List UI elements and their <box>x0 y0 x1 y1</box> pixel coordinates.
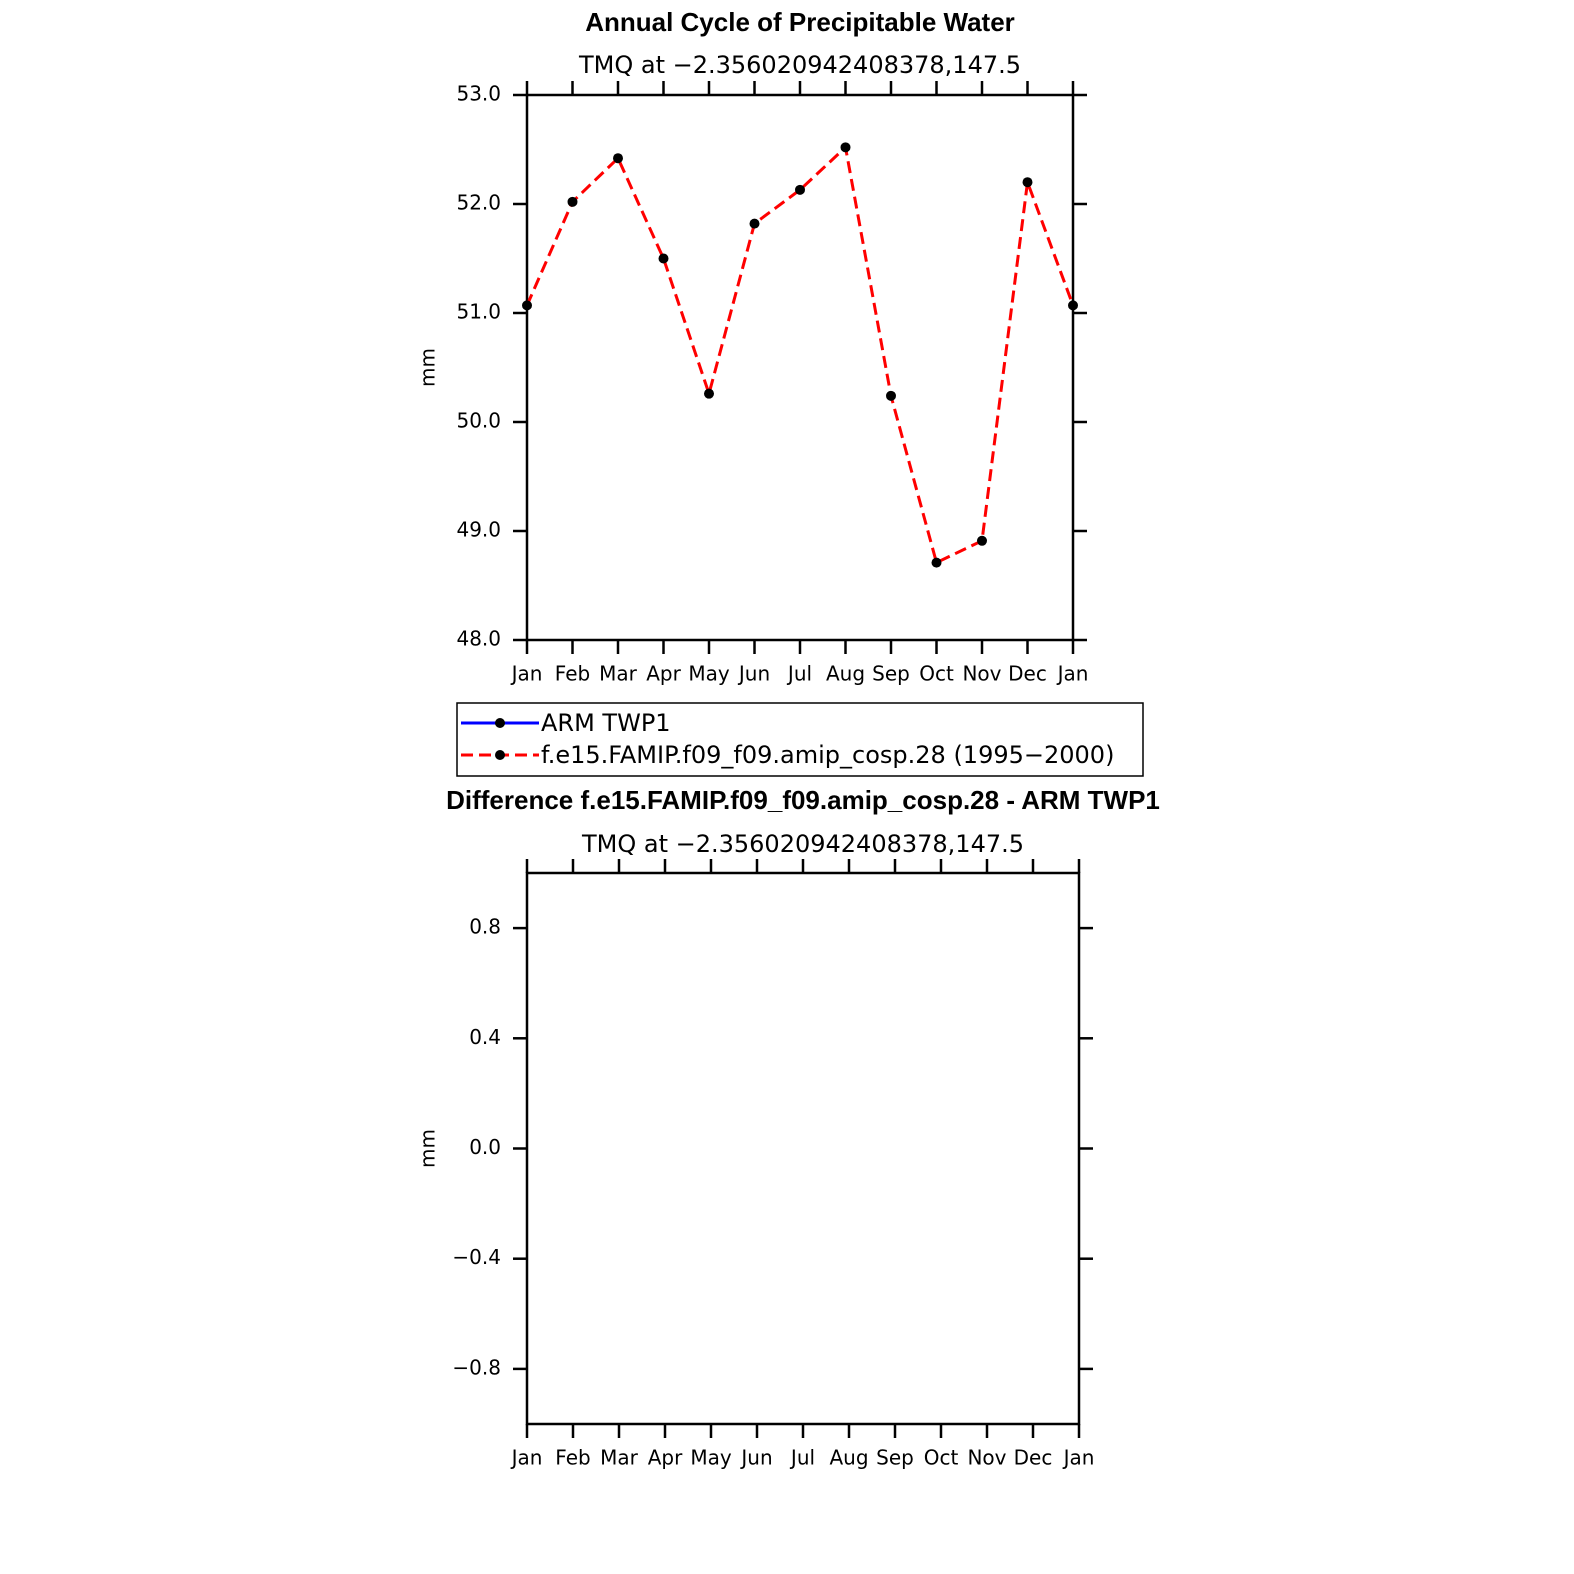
x-tick-label: Feb <box>555 662 590 686</box>
plot-frame <box>525 93 1075 642</box>
x-tick-label: Aug <box>829 1446 868 1470</box>
x-tick-label: Jan <box>1056 662 1089 686</box>
data-point <box>658 253 669 264</box>
x-tick-label: Jan <box>510 662 543 686</box>
x-tick-label: May <box>690 1446 732 1470</box>
data-point <box>749 218 760 229</box>
x-tick-label: Dec <box>1008 662 1047 686</box>
x-tick-label: Apr <box>648 1446 683 1470</box>
data-point <box>977 535 987 546</box>
data-point <box>613 153 623 164</box>
x-tick-label: Mar <box>599 662 638 686</box>
x-tick-label: Jun <box>737 662 770 686</box>
legend-marker <box>495 750 505 760</box>
data-point <box>522 300 532 311</box>
y-tick-label: 0.4 <box>469 1025 501 1049</box>
data-point <box>1022 177 1033 188</box>
data-point <box>567 196 578 207</box>
data-point <box>886 390 896 401</box>
data-point <box>704 388 714 399</box>
x-tick-label: Nov <box>967 1446 1006 1470</box>
legend-label: f.e15.FAMIP.f09_f09.amip_cosp.28 (1995−2… <box>541 741 1114 769</box>
y-tick-label: −0.8 <box>452 1355 501 1379</box>
legend-marker <box>495 718 505 728</box>
x-tick-label: Nov <box>962 662 1001 686</box>
x-tick-label: Sep <box>872 662 910 686</box>
x-tick-label: Oct <box>924 1446 959 1470</box>
x-tick-label: Dec <box>1014 1446 1053 1470</box>
x-tick-label: Jun <box>739 1446 772 1470</box>
y-tick-label: −0.4 <box>452 1245 501 1269</box>
y-axis-label: mm <box>416 1129 440 1168</box>
chart-title: Difference f.e15.FAMIP.f09_f09.amip_cosp… <box>446 785 1160 815</box>
x-tick-label: Jan <box>510 1446 543 1470</box>
y-tick-label: 53.0 <box>456 82 501 106</box>
chart-title: Annual Cycle of Precipitable Water <box>585 7 1015 37</box>
x-tick-label: Feb <box>555 1446 590 1470</box>
data-point <box>795 184 805 195</box>
x-tick-label: May <box>688 662 730 686</box>
x-tick-label: Oct <box>919 662 954 686</box>
x-tick-label: Sep <box>876 1446 914 1470</box>
data-point <box>840 142 851 153</box>
y-tick-label: 0.8 <box>469 915 501 939</box>
legend-box <box>456 702 1144 777</box>
y-axis-label: mm <box>416 348 440 387</box>
data-point <box>1068 300 1078 311</box>
legend-label: ARM TWP1 <box>541 709 671 737</box>
series-line <box>525 144 1075 565</box>
x-tick-label: Jul <box>786 662 812 686</box>
data-point <box>931 557 942 568</box>
plot-frame <box>525 871 1081 1426</box>
y-tick-label: 0.0 <box>469 1135 501 1159</box>
chart-subtitle: TMQ at −2.356020942408378,147.5 <box>581 830 1024 858</box>
x-tick-label: Jul <box>789 1446 815 1470</box>
y-tick-label: 49.0 <box>456 518 501 542</box>
x-tick-label: Aug <box>826 662 865 686</box>
y-tick-label: 50.0 <box>456 409 501 433</box>
y-tick-label: 51.0 <box>456 300 501 324</box>
x-tick-label: Jan <box>1062 1446 1095 1470</box>
chart-subtitle: TMQ at −2.356020942408378,147.5 <box>578 51 1021 79</box>
x-tick-label: Mar <box>600 1446 639 1470</box>
x-tick-label: Apr <box>646 662 681 686</box>
y-tick-label: 48.0 <box>456 627 501 651</box>
y-tick-label: 52.0 <box>456 191 501 215</box>
